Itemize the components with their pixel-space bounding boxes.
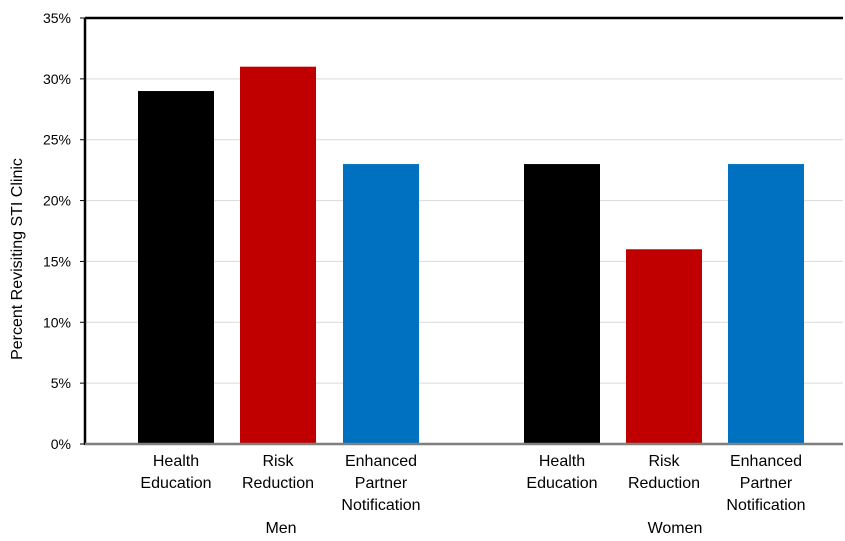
bar-men-2: [240, 66, 316, 444]
x-tick-label: Enhanced: [345, 453, 417, 470]
x-tick-label: Enhanced: [730, 453, 802, 470]
x-tick-label: Health: [153, 453, 199, 470]
y-tick-label: 20%: [43, 193, 71, 209]
y-tick-label: 15%: [43, 253, 71, 269]
x-tick-label: Health: [539, 453, 585, 470]
x-tick-label: Education: [526, 475, 597, 492]
y-tick-labels: 0% 5% 10% 15% 20% 25% 30% 35%: [43, 10, 71, 452]
bar-men-1: [138, 91, 214, 445]
x-tick-label: Risk: [262, 453, 294, 470]
bar-women-2: [626, 249, 702, 444]
x-tick-label: Partner: [355, 475, 408, 492]
bar-women-1: [524, 164, 600, 445]
x-tick-label: Notification: [341, 497, 420, 514]
y-tick-label: 10%: [43, 314, 71, 330]
x-tick-label: Reduction: [628, 475, 700, 492]
x-tick-label: Risk: [648, 453, 680, 470]
y-tick-label: 0%: [51, 436, 71, 452]
y-axis-label: Percent Revisiting STI Clinic: [9, 158, 26, 360]
group-labels: Men Women: [265, 520, 703, 537]
bar-men-3: [343, 164, 419, 445]
x-tick-label: Partner: [740, 475, 793, 492]
group-label-men: Men: [265, 520, 296, 536]
x-tick-label: Notification: [726, 497, 805, 514]
y-tick-label: 25%: [43, 132, 71, 148]
bar-women-3: [728, 164, 804, 445]
x-tick-labels: Health Education Risk Reduction Enhanced Part…: [140, 453, 805, 514]
y-tick-label: 5%: [51, 375, 71, 391]
y-tick-label: 35%: [43, 10, 71, 26]
x-tick-label: Reduction: [242, 475, 314, 492]
y-tick-label: 30%: [43, 71, 71, 87]
x-tick-label: Education: [140, 475, 211, 492]
bars: [138, 66, 804, 445]
axes: [80, 16, 843, 446]
group-label-women: Women: [648, 520, 703, 536]
